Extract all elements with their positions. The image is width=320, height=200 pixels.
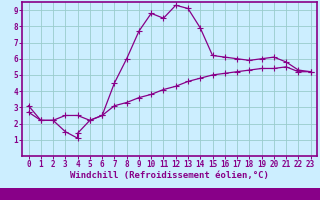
X-axis label: Windchill (Refroidissement éolien,°C): Windchill (Refroidissement éolien,°C) [70,171,269,180]
